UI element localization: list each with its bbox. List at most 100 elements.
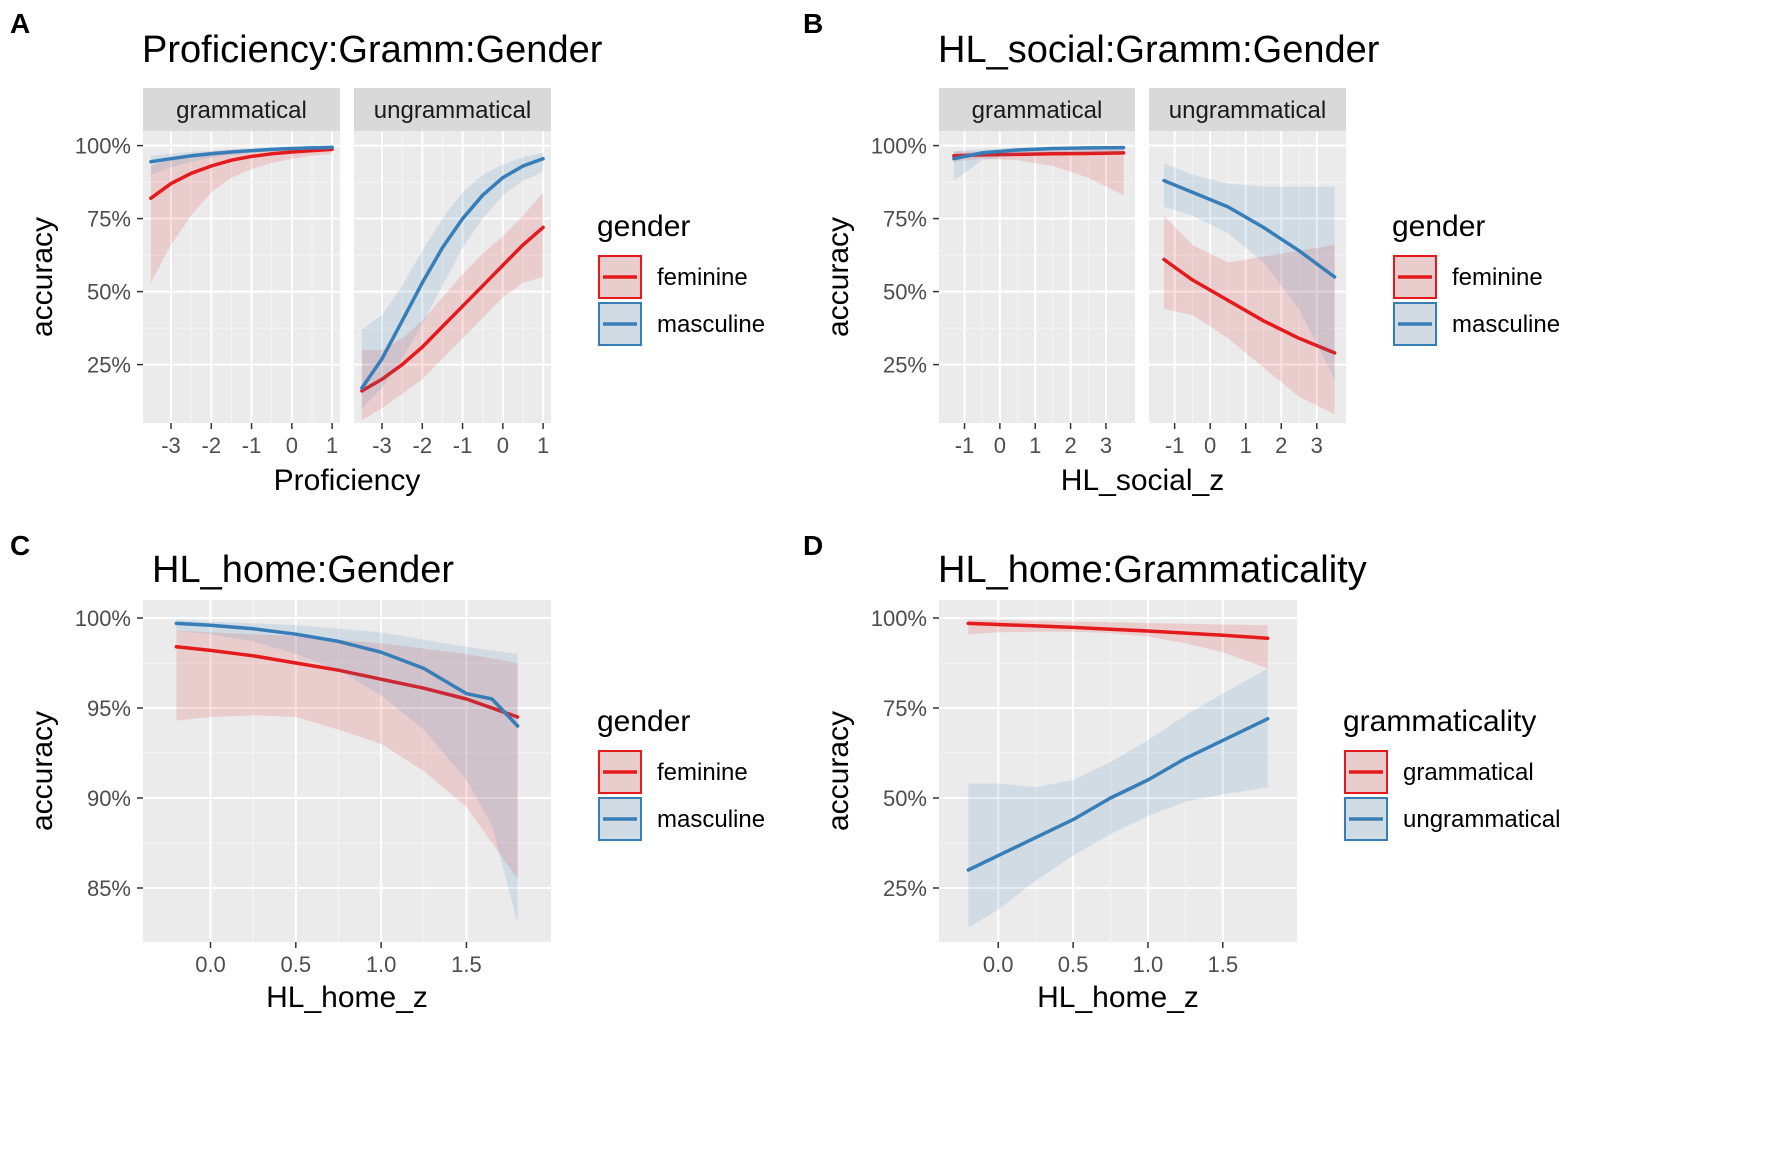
legend-title: gender <box>597 705 690 738</box>
x-tick-label: 3 <box>1100 433 1112 458</box>
x-tick-label: 2 <box>1275 433 1287 458</box>
confidence-band-masculine <box>361 152 544 409</box>
x-tick-label: -2 <box>202 433 222 458</box>
legend: gender feminine masculine <box>597 210 765 346</box>
plot-area: 0.0 0.5 1.0 1.5 85% 90% 95% 100% <box>75 600 551 977</box>
legend: grammaticality grammatical ungrammatical <box>1343 705 1560 841</box>
series-line-feminine <box>360 225 545 393</box>
series-line-feminine <box>1162 257 1337 355</box>
y-tick-label: 75% <box>883 207 927 232</box>
facet-strip-label: grammatical <box>972 97 1103 124</box>
x-tick-label: -1 <box>453 433 473 458</box>
confidence-band-ungrammatical <box>968 668 1268 928</box>
series-line-masculine <box>360 156 545 390</box>
legend: gender feminine masculine <box>597 705 765 841</box>
y-axis-label: accuracy <box>26 217 59 337</box>
y-tick-label: 75% <box>883 696 927 721</box>
panel-letter: B <box>803 8 823 39</box>
confidence-band-feminine <box>176 630 518 879</box>
chart-title: Proficiency:Gramm:Gender <box>142 29 603 71</box>
confidence-band-masculine <box>150 146 333 175</box>
panel-letter: A <box>10 8 30 39</box>
legend-label: masculine <box>657 311 765 338</box>
legend-item-masculine: masculine <box>598 797 765 841</box>
confidence-band-feminine <box>150 147 333 283</box>
series-line-masculine <box>174 621 520 728</box>
legend-label: ungrammatical <box>1403 806 1560 833</box>
panel-background <box>939 131 1135 423</box>
chart-title: HL_home:Grammaticality <box>938 549 1367 591</box>
x-axis-label: HL_home_z <box>1037 981 1199 1014</box>
x-tick-label: 3 <box>1311 433 1323 458</box>
y-tick-label: 25% <box>883 876 927 901</box>
x-tick-label: 0.0 <box>195 952 226 977</box>
facet-strip <box>143 88 340 131</box>
y-tick-label: 25% <box>883 353 927 378</box>
x-axis-label: HL_home_z <box>266 981 428 1014</box>
confidence-band-feminine <box>953 147 1124 196</box>
x-tick-label: 1.0 <box>1133 952 1164 977</box>
series-line-ungrammatical <box>966 717 1270 872</box>
x-tick-label: 2 <box>1064 433 1076 458</box>
legend-label: masculine <box>657 806 765 833</box>
y-tick-label: 100% <box>75 134 131 159</box>
series-line-masculine <box>952 145 1126 161</box>
legend-item-feminine: feminine <box>598 255 748 299</box>
y-axis-label: accuracy <box>822 711 855 831</box>
y-axis-label: accuracy <box>26 711 59 831</box>
legend-item-masculine: masculine <box>1393 302 1560 346</box>
y-tick-label: 100% <box>871 606 927 631</box>
x-tick-label: 0.0 <box>983 952 1014 977</box>
facet-strip <box>354 88 551 131</box>
x-axis-label: HL_social_z <box>1061 464 1224 497</box>
y-tick-label: 75% <box>87 207 131 232</box>
y-tick-label: 90% <box>87 786 131 811</box>
y-tick-label: 50% <box>87 280 131 305</box>
legend-item-masculine: masculine <box>598 302 765 346</box>
x-tick-label: 1 <box>1029 433 1041 458</box>
confidence-band-masculine <box>1164 163 1335 380</box>
y-tick-label: 25% <box>87 353 131 378</box>
x-tick-label: 0 <box>994 433 1006 458</box>
x-tick-label: 1 <box>326 433 338 458</box>
y-axis-label: accuracy <box>822 217 855 337</box>
legend: gender feminine masculine <box>1392 210 1560 346</box>
y-tick-label: 50% <box>883 280 927 305</box>
x-tick-label: -1 <box>242 433 262 458</box>
facet-strip-label: grammatical <box>176 97 307 124</box>
series-line-grammatical <box>966 621 1270 640</box>
y-tick-label: 50% <box>883 786 927 811</box>
series-line-feminine <box>174 645 520 719</box>
confidence-band-masculine <box>176 619 518 924</box>
chart-panel-a: A Proficiency:Gramm:Gender grammatical -3 -2… <box>10 8 765 497</box>
facet-strip <box>939 88 1135 131</box>
legend-label: feminine <box>1452 264 1543 291</box>
chart-panel-d: D HL_home:Grammaticality 0.0 0.5 1.0 1.5 25% 50… <box>803 530 1560 1014</box>
legend-title: gender <box>597 210 690 243</box>
series-line-masculine <box>149 145 334 164</box>
x-axis-label: Proficiency <box>274 464 421 497</box>
x-tick-label: 0.5 <box>1058 952 1089 977</box>
legend-item-feminine: feminine <box>1393 255 1543 299</box>
x-tick-label: 0.5 <box>281 952 312 977</box>
facet-grammatical: grammatical -1 0 1 2 3 25% 50% 75% 100% <box>871 88 1135 458</box>
chart-title: HL_home:Gender <box>152 549 454 591</box>
panel-letter: D <box>803 530 823 561</box>
x-tick-label: -3 <box>372 433 392 458</box>
legend-item-feminine: feminine <box>598 750 748 794</box>
legend-label: masculine <box>1452 311 1560 338</box>
x-tick-label: 0 <box>286 433 298 458</box>
series-line-feminine <box>149 147 334 200</box>
x-tick-label: -2 <box>413 433 433 458</box>
x-tick-label: -3 <box>161 433 181 458</box>
x-tick-label: 1.5 <box>1207 952 1238 977</box>
facet-strip <box>1149 88 1346 131</box>
legend-title: gender <box>1392 210 1485 243</box>
y-tick-label: 95% <box>87 696 131 721</box>
facet-ungrammatical: ungrammatical -1 0 1 2 3 <box>1149 88 1346 458</box>
legend-label: grammatical <box>1403 759 1534 786</box>
x-tick-label: -1 <box>955 433 975 458</box>
y-tick-label: 100% <box>75 606 131 631</box>
x-tick-label: 1.0 <box>366 952 397 977</box>
